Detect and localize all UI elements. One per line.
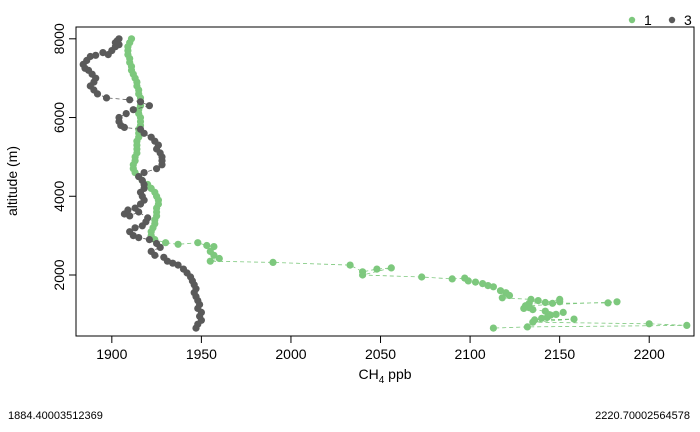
series-1-point xyxy=(210,251,218,259)
x-tick-label: 2000 xyxy=(275,346,306,362)
series-1-line xyxy=(127,38,687,329)
x-axis-title-rest: ppb xyxy=(384,366,411,382)
x-axis-title-main: CH xyxy=(358,366,378,382)
x-axis-title: CH4 ppb xyxy=(358,366,411,386)
series-1-point xyxy=(206,257,214,265)
plot-frame xyxy=(75,26,695,337)
series-3-point xyxy=(129,232,137,240)
series-1-point xyxy=(520,304,528,312)
x-tick-label: 2050 xyxy=(365,346,396,362)
y-tick-label: 4000 xyxy=(51,180,67,211)
series-1-point xyxy=(683,321,691,329)
series-1-point xyxy=(269,258,277,266)
series-1-point xyxy=(556,298,564,306)
series-3-point xyxy=(122,110,130,118)
series-1-point xyxy=(346,261,354,269)
series-1-point xyxy=(543,313,551,322)
series-3-point xyxy=(136,98,145,106)
legend-label-1: 1 xyxy=(644,12,652,28)
x-tick-label: 2200 xyxy=(634,346,665,362)
series-3-point xyxy=(135,234,143,242)
series-3-point xyxy=(126,96,134,104)
x-tick-label: 1950 xyxy=(186,346,217,362)
series-1-point xyxy=(645,320,653,328)
y-tick-label: 2000 xyxy=(51,259,67,290)
series-1-point xyxy=(570,315,578,323)
y-axis: 2000 4000 6000 8000 xyxy=(51,23,76,291)
legend-label-3: 3 xyxy=(684,12,692,28)
series-1-point xyxy=(387,264,395,272)
series-1-point xyxy=(373,265,381,273)
x-axis-title-subscript: 4 xyxy=(379,375,385,386)
series-3-point xyxy=(131,224,139,232)
series-3-point xyxy=(102,94,111,102)
footer-x-max-value: 2220.70002564578 xyxy=(595,410,690,422)
series-1-point xyxy=(498,294,506,302)
series-1-point xyxy=(548,299,557,307)
series-3-point xyxy=(135,208,143,216)
series-3-point xyxy=(156,243,164,251)
series-1-point xyxy=(505,291,514,300)
series-1-point xyxy=(174,240,182,248)
y-tick-label: 8000 xyxy=(51,23,67,54)
series-3-point xyxy=(140,129,148,137)
series-1-point xyxy=(215,254,223,263)
series-layer xyxy=(79,35,691,332)
series-1-point xyxy=(484,282,492,290)
series-1-point xyxy=(203,241,211,250)
series-3-point xyxy=(158,161,166,169)
series-1-point xyxy=(418,273,426,281)
series-1-point xyxy=(464,277,472,285)
series-3-point xyxy=(153,165,161,173)
series-3-point xyxy=(174,261,182,269)
series-1-point xyxy=(523,323,532,331)
series-1-point xyxy=(194,239,202,247)
series-3-point xyxy=(151,251,159,259)
series-3-point xyxy=(138,222,146,230)
series-1-point xyxy=(471,278,480,286)
series-3-point xyxy=(93,90,102,98)
series-1-point xyxy=(541,307,549,315)
series-1-point xyxy=(559,308,567,316)
series-1-point xyxy=(496,287,505,295)
legend-marker-3 xyxy=(668,16,676,24)
x-tick-label: 1900 xyxy=(96,346,127,362)
series-3-point xyxy=(192,324,200,332)
series-3-point xyxy=(129,106,137,114)
series-1-point xyxy=(529,306,537,314)
series-1-point xyxy=(552,310,560,318)
series-3-point xyxy=(136,200,145,208)
series-1-point xyxy=(489,283,497,291)
series-1-point xyxy=(604,299,612,307)
series-1-point xyxy=(529,318,537,326)
series-3-point xyxy=(169,259,177,267)
series-1-point xyxy=(538,314,546,322)
footer-x-min-value: 1884.40003512369 xyxy=(8,410,103,422)
series-1-point xyxy=(613,298,621,306)
x-tick-label: 2150 xyxy=(544,346,575,362)
y-axis-title: altitude (m) xyxy=(4,146,20,216)
series-1-point xyxy=(479,280,487,288)
x-tick-label: 2100 xyxy=(455,346,486,362)
legend-marker-1 xyxy=(628,16,636,24)
series-3-point xyxy=(92,51,100,59)
series-1-point xyxy=(534,297,542,305)
series-1-point xyxy=(541,298,549,307)
series-3-point xyxy=(145,236,153,244)
series-3-point xyxy=(120,123,128,131)
series-1-point xyxy=(359,271,367,279)
series-3-point xyxy=(126,212,134,220)
series-1-point xyxy=(162,239,170,247)
series-3-point xyxy=(99,49,107,57)
series-3-point xyxy=(145,102,153,110)
y-tick-label: 6000 xyxy=(51,102,67,133)
series-1-point xyxy=(448,275,456,283)
x-axis: 1900 1950 2000 2050 2100 2150 2200 xyxy=(96,336,665,362)
series-3-point xyxy=(140,169,148,177)
series-1-point xyxy=(489,324,497,332)
